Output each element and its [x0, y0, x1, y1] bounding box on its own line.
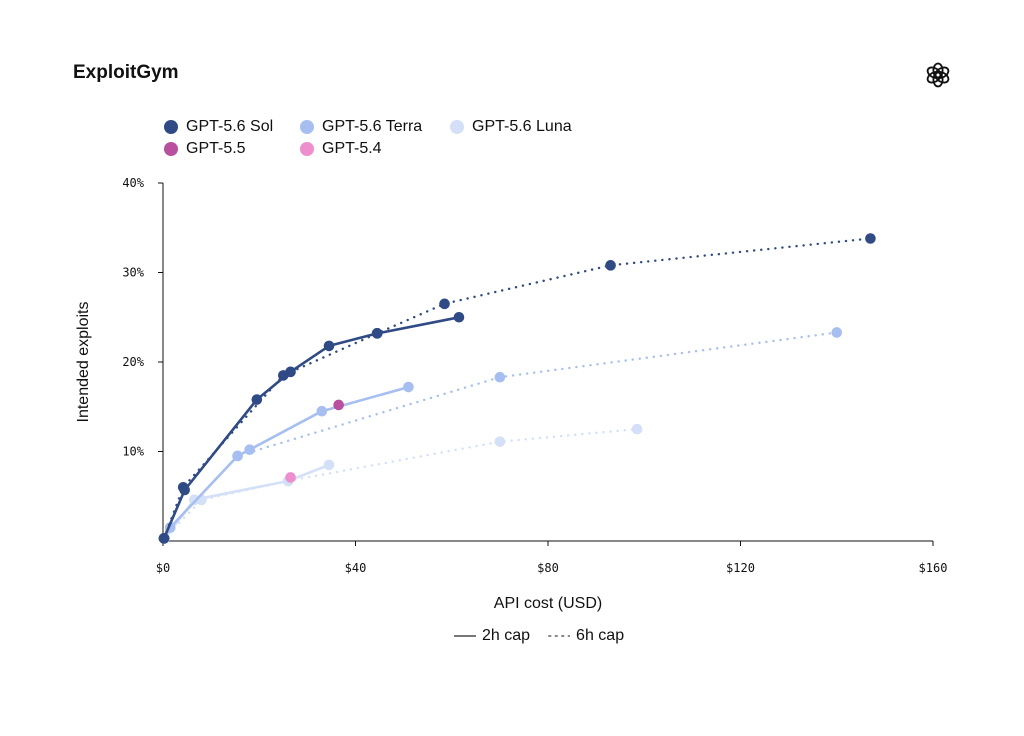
y-tick-label: 10%	[122, 445, 144, 459]
data-point-gpt-5-6-sol	[179, 484, 190, 496]
legend-item-gpt-5-6-terra: GPT-5.6 Terra	[300, 118, 422, 136]
legend-marker	[164, 120, 178, 134]
legend-marker	[300, 120, 314, 134]
data-point-gpt-5-6-terra	[403, 381, 414, 393]
data-point-gpt-5-4	[285, 472, 296, 483]
legend-marker	[164, 142, 178, 156]
data-point-gpt-5-6-sol	[371, 328, 383, 339]
data-point-gpt-5-6-sol	[865, 233, 876, 244]
solid-line-icon	[454, 635, 476, 637]
data-point-gpt-5-6-sol	[285, 366, 296, 378]
data-point-gpt-5-6-sol	[605, 260, 616, 271]
cap-legend-6h: 6h cap	[548, 627, 624, 645]
series-line-gpt-5-6-terra-2h	[163, 385, 410, 540]
cap-legend: 2h cap 6h cap	[454, 627, 642, 645]
y-axis-title: Intended exploits	[75, 302, 92, 423]
data-point-gpt-5-5	[333, 399, 344, 411]
x-tick-label: $80	[537, 561, 559, 575]
data-point-gpt-5-6-luna	[494, 436, 506, 447]
chart-title: ExploitGym	[73, 62, 179, 83]
legend-label: GPT-5.6 Sol	[186, 118, 274, 135]
x-axis-title: API cost (USD)	[494, 595, 602, 612]
x-tick-label: $160	[919, 561, 948, 575]
legend-marker	[450, 120, 464, 134]
series-line-gpt-5-6-luna-6h	[163, 427, 639, 540]
data-point-gpt-5-6-terra	[831, 327, 843, 338]
data-point-gpt-5-6-sol	[323, 340, 335, 352]
legend-item-gpt-5-6-sol: GPT-5.6 Sol	[164, 118, 273, 136]
x-tick-label: $0	[156, 561, 170, 575]
legend-marker	[300, 142, 314, 156]
data-point-gpt-5-6-sol	[158, 533, 170, 544]
x-tick-label: $120	[726, 561, 755, 575]
y-tick-label: 40%	[122, 176, 144, 190]
openai-logo-icon	[926, 62, 950, 88]
x-ticks: $0 $40 $80 $120 $160	[156, 541, 948, 575]
series-line-gpt-5-6-luna-2h	[163, 463, 331, 540]
data-point-gpt-5-6-sol	[251, 394, 263, 405]
data-point-gpt-5-6-terra	[244, 444, 255, 456]
cap-legend-2h: 2h cap	[454, 627, 530, 645]
cap-legend-2h-label: 2h cap	[482, 627, 531, 644]
legend-item-gpt-5-5: GPT-5.5	[164, 140, 246, 158]
data-point-gpt-5-6-terra	[494, 371, 506, 383]
data-point-gpt-5-6-sol	[453, 311, 465, 323]
x-tick-label: $40	[345, 561, 367, 575]
legend-item-gpt-5-6-luna: GPT-5.6 Luna	[450, 118, 572, 136]
chart-axes	[162, 183, 933, 542]
legend-label: GPT-5.6 Terra	[322, 118, 423, 135]
legend-label: GPT-5.5	[186, 140, 246, 157]
data-point-gpt-5-6-terra	[232, 450, 243, 462]
data-point-gpt-5-6-luna	[631, 423, 643, 435]
series-line-gpt-5-6-sol-2h	[162, 315, 461, 540]
y-ticks: 10% 20% 30% 40%	[122, 176, 163, 459]
legend-item-gpt-5-4: GPT-5.4	[300, 140, 382, 158]
data-point-gpt-5-6-terra	[316, 405, 328, 417]
data-point-gpt-5-6-sol	[439, 298, 450, 310]
legend-label: GPT-5.6 Luna	[472, 118, 572, 135]
data-point-gpt-5-6-luna	[323, 459, 335, 471]
data-point-gpt-5-6-luna	[188, 494, 200, 506]
y-tick-label: 30%	[122, 266, 144, 280]
series-layer	[158, 233, 876, 544]
y-tick-label: 20%	[122, 355, 144, 369]
series-line-gpt-5-6-terra-6h	[163, 331, 838, 540]
dotted-line-icon	[548, 635, 571, 637]
cap-legend-6h-label: 6h cap	[576, 627, 625, 644]
legend-label: GPT-5.4	[322, 140, 382, 157]
